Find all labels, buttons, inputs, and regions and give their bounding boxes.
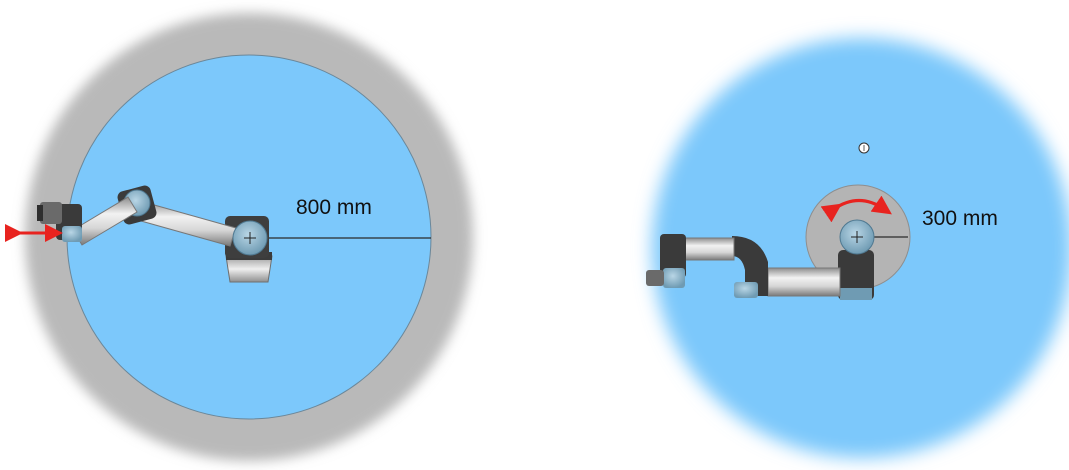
- robot-arm-icon-right: [646, 219, 875, 300]
- cursor-icon: [858, 142, 870, 154]
- robot-arm-icon: [37, 185, 273, 283]
- reach-label-800: 800 mm: [296, 196, 372, 219]
- left-diagram: 800 mm: [5, 13, 473, 461]
- reach-label-300: 300 mm: [922, 207, 998, 230]
- rotation-arrow-icon: [820, 195, 892, 223]
- right-diagram: 300 mm: [646, 38, 1069, 458]
